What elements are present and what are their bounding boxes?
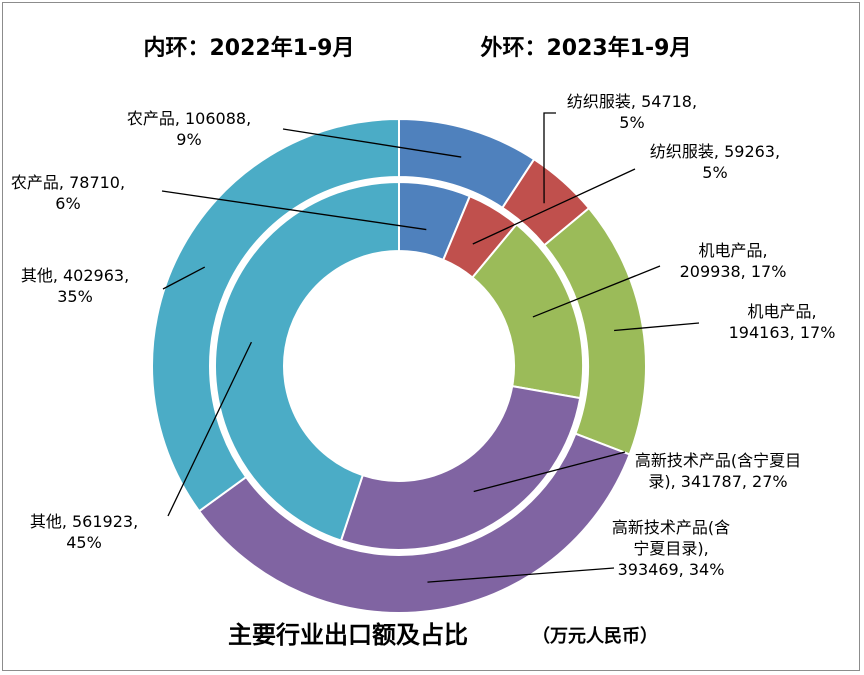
outer-leader-textile (543, 112, 556, 204)
outer-leader-agri (282, 128, 462, 158)
inner-label-agri: 农产品, 78710, 6% (11, 173, 125, 213)
outer-slice-hitech (197, 432, 631, 615)
rings (151, 117, 647, 615)
inner-leader-other (167, 341, 253, 517)
inner-slice-other (214, 180, 400, 542)
outer-slice-other (151, 117, 400, 513)
outer-ring-legend: 外环：2023年1-9月 (481, 35, 692, 61)
outer-leader-hitech (427, 567, 615, 583)
chart-unit-note: （万元人民币） (532, 626, 658, 647)
inner-slice-hitech (339, 384, 582, 551)
donut-chart: 内环：2022年1-9月 外环：2023年1-9月 农产品, 78710, 6% 纺… (11, 35, 835, 649)
inner-label-textile: 纺织服装, 59263, 5% (650, 142, 780, 182)
inner-leader-agri (161, 190, 427, 231)
inner-ring-legend: 内环：2022年1-9月 (144, 35, 355, 61)
inner-leader-textile (472, 168, 636, 245)
chart-title: 主要行业出口额及占比 (228, 621, 468, 649)
leader-lines (161, 112, 700, 583)
outer-leader-mech (614, 322, 700, 332)
inner-label-mech: 机电产品, 209938, 17% (680, 241, 787, 281)
inner-label-hitech: 高新技术产品(含宁夏目录), 341787, 27% (635, 451, 801, 491)
outer-label-other: 其他, 402963, 35% (21, 266, 129, 306)
data-labels: 农产品, 78710, 6% 纺织服装, 59263, 5% 机电产品, 209938, … (11, 92, 835, 579)
inner-leader-mech (532, 265, 661, 318)
outer-label-agri: 农产品, 106088, 9% (127, 109, 251, 149)
inner-label-other: 其他, 561923, 45% (30, 512, 138, 552)
inner-leader-hitech (473, 451, 626, 493)
outer-label-textile: 纺织服装, 54718, 5% (567, 92, 697, 132)
outer-label-mech: 机电产品, 194163, 17% (729, 302, 836, 342)
outer-leader-other (162, 266, 206, 290)
outer-label-hitech: 高新技术产品(含宁夏目录), 393469, 34% (612, 518, 730, 579)
